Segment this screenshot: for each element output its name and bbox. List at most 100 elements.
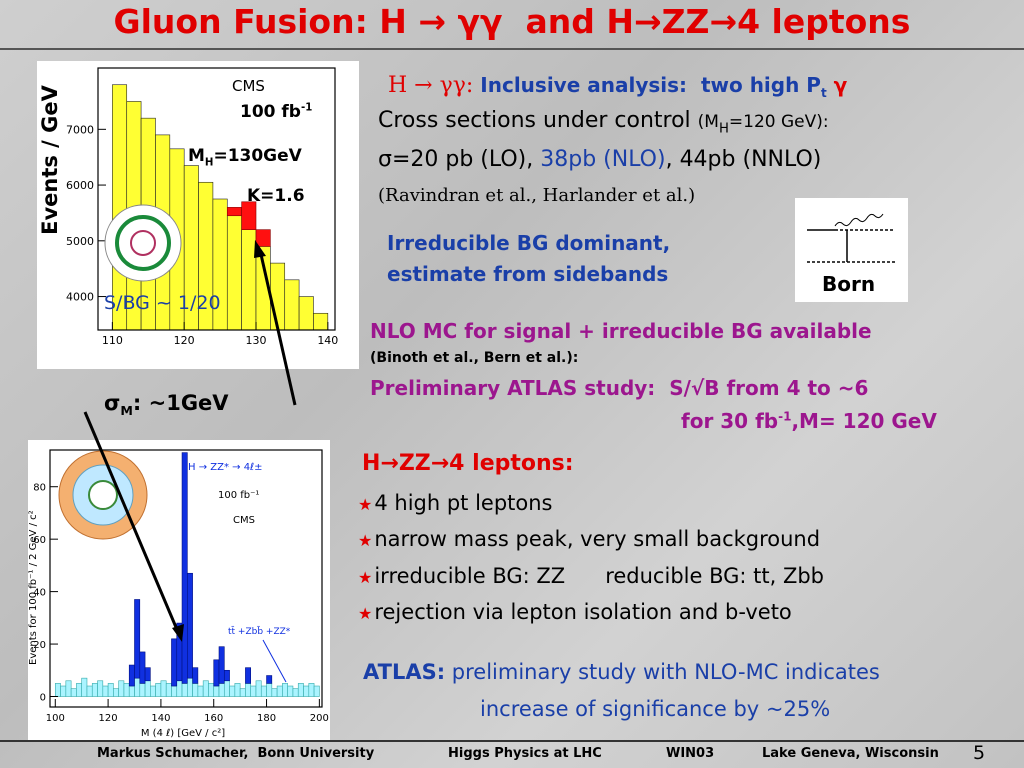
nlo-line: NLO MC for signal + irreducible BG avail… [370, 319, 872, 343]
y-tick-label: 40 [33, 588, 46, 599]
plot-frame [97, 67, 336, 331]
signal-bar [213, 659, 220, 687]
signal-bar [134, 599, 141, 679]
gg-heading-text: Inclusive analysis: two high P [473, 73, 821, 97]
background-bar [229, 685, 236, 697]
page-number: 5 [973, 742, 986, 764]
signal-bar [187, 572, 193, 679]
atlas-2a: for 30 fb [681, 409, 779, 433]
y-tick-label: 60 [33, 535, 46, 546]
atlas-2-sup: -1 [778, 409, 792, 424]
x-tick-label: 100 [46, 713, 65, 724]
lumi-label: 100 fb⁻¹ [218, 490, 259, 501]
lumi-sup: -1 [300, 102, 313, 114]
background-bar [266, 683, 273, 697]
x-tick-label: 110 [102, 334, 123, 347]
background-bar [197, 685, 204, 697]
background-bar [128, 685, 135, 697]
x-tick-label: 160 [204, 713, 223, 724]
background-bar [155, 683, 162, 697]
gg-heading-suffix: γ [826, 73, 848, 97]
background-bar [297, 683, 304, 697]
signal-bar [176, 622, 183, 682]
background-bar [270, 262, 286, 331]
signal-bar [245, 667, 251, 684]
bullet-text: 4 high pt leptons [374, 491, 553, 515]
signal-bar [144, 667, 151, 682]
x-tick-label: 180 [257, 713, 276, 724]
gg-heading-sub: t [820, 86, 827, 100]
footer-conf: WIN03 [666, 746, 715, 761]
signal-bar [223, 669, 230, 682]
footer-rule [0, 740, 1024, 742]
atlas-conclusion: ATLAS: preliminary study with NLO-MC ind… [363, 660, 880, 684]
background-bar [250, 685, 257, 697]
signal-bar [128, 664, 135, 687]
background-bar [284, 279, 300, 331]
background-bar [255, 246, 271, 331]
x-tick-label: 140 [317, 334, 338, 347]
y-tick-label: 0 [40, 693, 46, 704]
y-axis-label: Events for 100 fb⁻¹ / 2 GeV / c² [28, 510, 39, 665]
signal-bar [266, 675, 273, 684]
signal-bar [139, 651, 146, 684]
sigma-nlo: 38pb (NLO) [540, 147, 666, 172]
born-label: Born [822, 272, 876, 296]
background-bar [134, 677, 141, 697]
background-bar [171, 685, 178, 697]
background-bar [298, 296, 314, 331]
bullet: ★narrow mass peak, very small background [358, 527, 821, 551]
born-diagram [807, 213, 895, 263]
k-factor: K=1.6 [247, 186, 305, 206]
mass-val: =130GeV [213, 146, 302, 166]
y-tick-label: 4000 [66, 291, 94, 304]
cross-note-sub: H [718, 121, 729, 137]
background-bar [271, 688, 278, 697]
background-bar [241, 229, 257, 331]
footer-author: Markus Schumacher, Bonn University [97, 746, 375, 761]
cross-note-end: =120 GeV): [728, 112, 829, 132]
background-bar [54, 683, 61, 697]
x-tick-label: 120 [174, 334, 195, 347]
signal-bar [241, 201, 257, 230]
background-bar [139, 683, 146, 697]
atlas-conclusion-2: increase of significance by ~25% [480, 697, 831, 721]
background-bar [97, 680, 104, 697]
bg-label: tt̄ +Zbb̄ +ZZ* [228, 625, 291, 637]
background-bar [86, 685, 93, 697]
irreducible: Irreducible BG dominant, [387, 231, 671, 255]
background-bar [282, 683, 288, 697]
bullet-text: narrow mass peak, very small background [374, 527, 821, 551]
bullet: ★4 high pt leptons [358, 491, 553, 515]
diphoton-plot: 110 120 130 140 4000 5000 6000 7000 CMS [37, 61, 359, 369]
four-lepton-plot: 100 120 140 160 180 200 0 20 40 60 80 Events for 10… [28, 440, 330, 740]
signal-bar [181, 452, 188, 684]
signal-bar [192, 667, 199, 684]
zz-heading: H→ZZ→4 leptons: [362, 451, 574, 476]
bullet: ★rejection via lepton isolation and b-ve… [358, 600, 792, 624]
background-bar [187, 677, 193, 697]
background-bar [260, 685, 267, 697]
lumi: 100 fb [240, 102, 301, 122]
sigma-lo: σ=20 pb (LO), [378, 147, 541, 172]
cms-logo: CMS [232, 77, 265, 95]
background-bar [70, 688, 77, 697]
background-bar [292, 688, 299, 697]
background-bar [213, 685, 220, 697]
background-bar [65, 680, 72, 697]
y-tick-label: 6000 [66, 179, 94, 192]
gg-heading: H → γγ: Inclusive analysis: two high Pt … [388, 73, 847, 100]
sigma-nnlo: , 44pb (NNLO) [665, 147, 822, 172]
gg-prefix: H → γγ: [388, 73, 474, 98]
y-axis-label: Events / GeV [38, 85, 62, 235]
background-bar [245, 683, 251, 697]
background-bar [226, 215, 242, 331]
cms-logo: CMS [233, 515, 255, 526]
mass-sub: H [204, 157, 214, 169]
resolution: σM: ~1GeV [104, 391, 229, 418]
bg-arrow [262, 639, 287, 683]
footer-place: Lake Geneva, Wisconsin [762, 746, 939, 761]
background-bar [144, 680, 151, 697]
event-display-ring [115, 215, 171, 271]
